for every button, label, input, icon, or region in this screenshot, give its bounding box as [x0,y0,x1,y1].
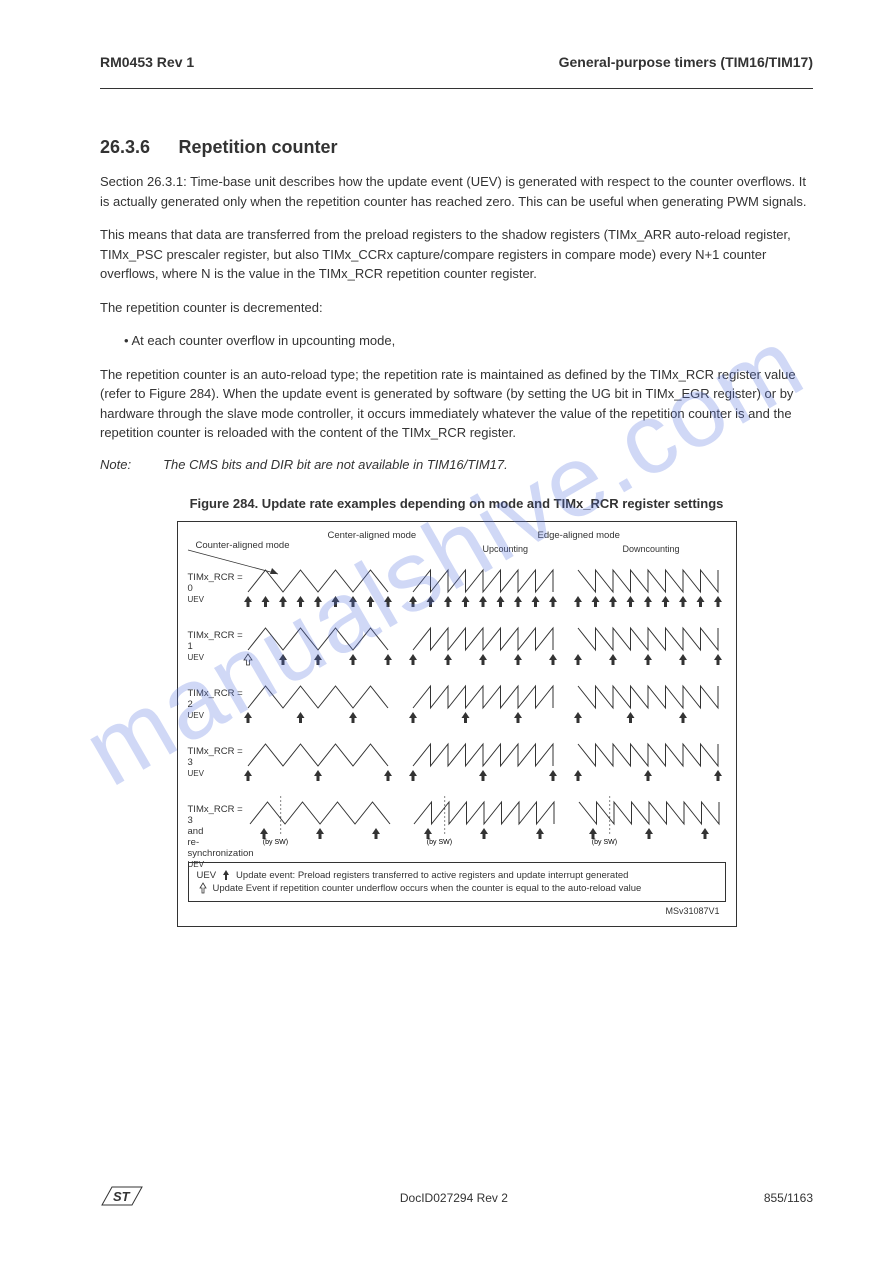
para-4: The repetition counter is an auto-reload… [100,365,813,443]
figure-cell [578,566,725,624]
legend-text-1: Update event: Preload registers transfer… [236,870,628,881]
para-1: Section 26.3.1: Time-base unit describes… [100,172,813,211]
uev-label-1: UEV [197,870,217,881]
header-rule [100,88,813,89]
subhead-down: Downcounting [623,544,680,554]
figure-cell [413,566,560,624]
section-text: Repetition counter [179,137,338,157]
figure-cell [248,740,395,798]
counter-label: Counter-aligned mode [196,540,290,551]
legend-line-1: UEV Update event: Preload registers tran… [197,869,717,882]
figure-cell [248,566,395,624]
figure-cell [248,624,395,682]
arrow-open-icon [197,882,209,894]
figure-row: TIMx_RCR = 2UEV [188,682,726,740]
figure-row: TIMx_RCR = 1UEV [188,624,726,682]
figure-id: MSv31087V1 [188,906,726,916]
figure-cell: (by SW) [579,798,726,856]
legend-text-2: Update Event if repetition counter under… [213,883,642,894]
para-2: This means that data are transferred fro… [100,225,813,284]
row-label: TIMx_RCR = 2UEV [188,682,249,721]
figure-caption: Figure 284. Update rate examples dependi… [100,496,813,511]
figure-row: TIMx_RCR = 0UEV [188,566,726,624]
figure-cell [413,682,560,740]
figure-box: Center-aligned mode Edge-aligned mode Up… [177,521,737,927]
subhead-up: Upcounting [483,544,529,554]
note-row: Note: The CMS bits and DIR bit are not a… [100,457,813,472]
header-left: RM0453 Rev 1 [100,54,194,70]
svg-text:(by SW): (by SW) [591,839,616,846]
figure-cell [248,682,395,740]
para-3: The repetition counter is decremented: [100,298,813,318]
figure-cell [578,624,725,682]
figure-cell [578,682,725,740]
figure-row: TIMx_RCR = 3andre-synchronizationUEV (by… [188,798,726,856]
header-right: General-purpose timers (TIM16/TIM17) [559,54,813,70]
footer-mid: DocID027294 Rev 2 [400,1191,508,1205]
figure-cell [578,740,725,798]
arrow-icon [220,869,232,881]
bullet-1: • At each counter overflow in upcounting… [100,331,813,351]
svg-text:ST: ST [113,1189,131,1204]
row-label: TIMx_RCR = 3andre-synchronizationUEV [188,798,250,870]
figure-cell [413,740,560,798]
footer: ST DocID027294 Rev 2 855/1163 [100,1183,813,1213]
section-title: 26.3.6 Repetition counter [100,137,813,158]
svg-text:(by SW): (by SW) [427,839,452,846]
st-logo-icon: ST [100,1183,144,1213]
figure-row: TIMx_RCR = 3UEV [188,740,726,798]
note-label: Note: [100,457,131,472]
figure-cell: (by SW) [414,798,561,856]
row-label: TIMx_RCR = 1UEV [188,624,249,663]
figure-cell: (by SW) [250,798,397,856]
legend-box: UEV Update event: Preload registers tran… [188,862,726,902]
section-number: 26.3.6 [100,137,150,157]
col-head-center: Center-aligned mode [328,530,417,541]
figure-cell [413,624,560,682]
row-label: TIMx_RCR = 3UEV [188,740,249,779]
svg-text:(by SW): (by SW) [262,839,287,846]
col-head-edge: Edge-aligned mode [538,530,620,541]
legend-line-2: Update Event if repetition counter under… [197,882,717,895]
note-text: The CMS bits and DIR bit are not availab… [163,457,508,472]
footer-right: 855/1163 [764,1191,813,1205]
